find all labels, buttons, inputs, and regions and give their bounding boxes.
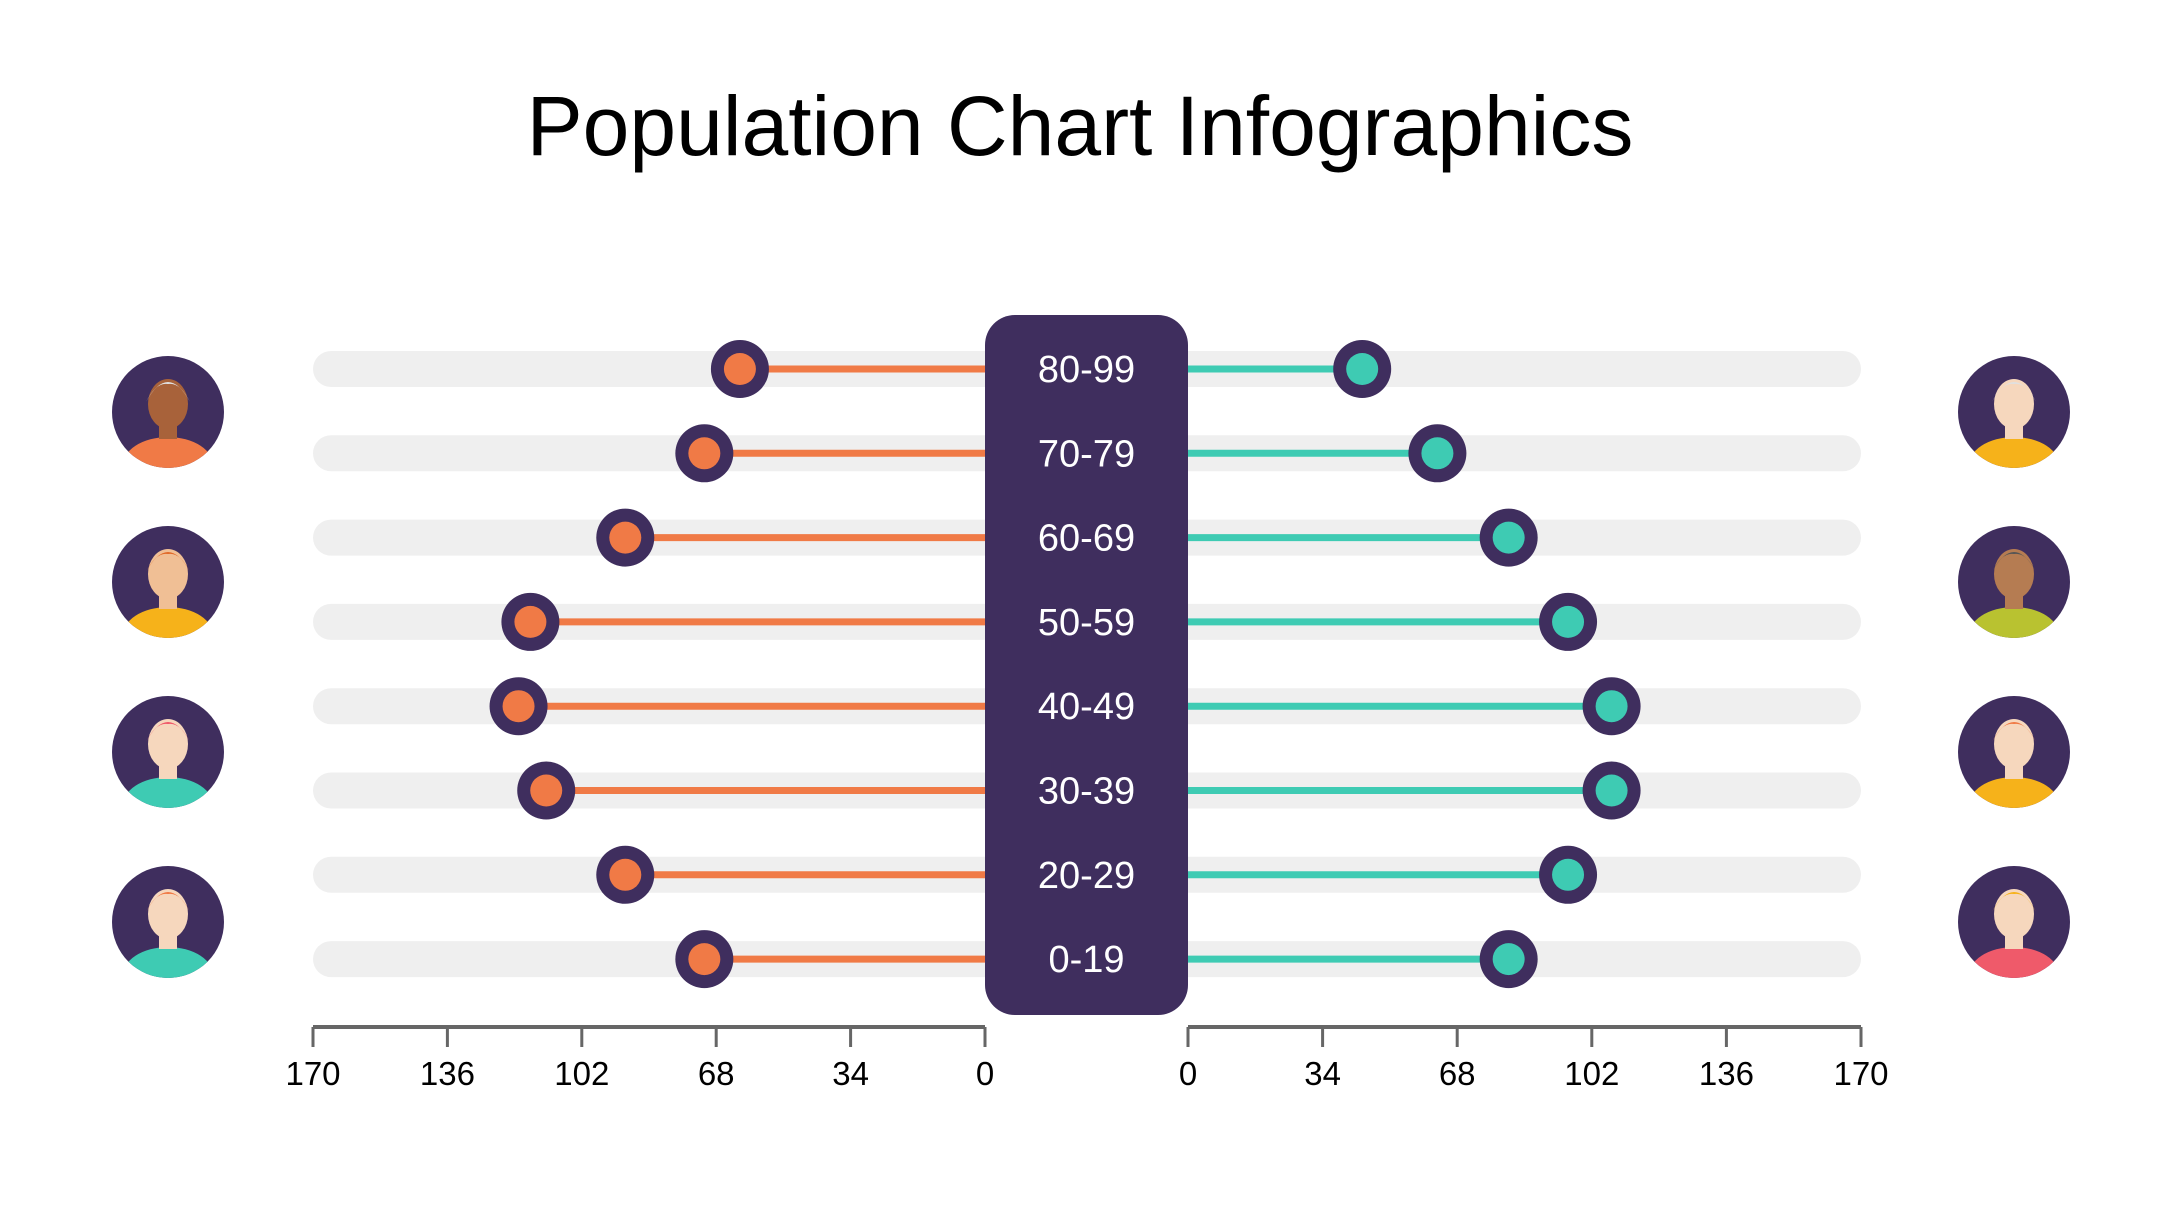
right-tick-label: 136	[1699, 1055, 1754, 1092]
left-tick-label: 170	[285, 1055, 340, 1092]
avatar-body	[1968, 777, 2060, 808]
avatar-hair	[146, 552, 190, 572]
avatar-hair	[146, 892, 190, 912]
category-label: 50-59	[1038, 602, 1135, 644]
avatar-hair	[146, 382, 190, 402]
right-point	[1552, 605, 1585, 638]
young-woman-avatar-icon	[1958, 696, 2070, 808]
category-label-group: 80-99 70-79 60-69 50-59 40-49 30-39 20-29 0-19	[1038, 349, 1135, 981]
boy-avatar-icon	[112, 866, 224, 978]
right-point	[1421, 437, 1454, 470]
left-point	[530, 774, 563, 807]
left-point	[609, 521, 642, 554]
avatar-hair	[1992, 552, 2036, 572]
right-tick-label: 0	[1179, 1055, 1197, 1092]
category-label: 80-99	[1038, 349, 1135, 391]
avatar-body	[1968, 947, 2060, 978]
left-tick-label: 0	[976, 1055, 994, 1092]
category-label: 0-19	[1048, 939, 1124, 981]
right-tick-label: 34	[1304, 1055, 1341, 1092]
right-point	[1492, 521, 1525, 554]
avatar-hair	[1992, 892, 2036, 912]
avatar-face	[148, 549, 188, 599]
avatar-hair	[1992, 722, 2036, 742]
young-man-cap-avatar-icon	[112, 696, 224, 808]
right-point	[1595, 690, 1628, 723]
left-point	[514, 605, 547, 638]
avatar-body	[122, 777, 214, 808]
girl-avatar-icon	[1958, 866, 2070, 978]
avatar-face	[148, 889, 188, 939]
right-tick-label: 170	[1833, 1055, 1888, 1092]
left-point	[688, 943, 721, 976]
left-point	[723, 353, 756, 385]
elderly-man-avatar-icon	[112, 356, 224, 468]
center-label-panel	[985, 315, 1188, 1015]
avatar-body	[122, 607, 214, 638]
avatar-face	[148, 379, 188, 429]
right-tick-label: 102	[1564, 1055, 1619, 1092]
man-avatar-icon	[112, 526, 224, 638]
woman-avatar-icon	[1958, 526, 2070, 638]
axis-group: 170 136 102 68 34 0 0 34 68 102 136 170	[285, 1025, 1889, 1092]
avatar-face	[1994, 889, 2034, 939]
right-point	[1552, 858, 1585, 891]
left-point	[688, 437, 721, 470]
avatar-group	[112, 356, 2070, 978]
category-label: 70-79	[1038, 433, 1135, 475]
avatar-hair	[146, 722, 190, 742]
left-tick-label: 136	[420, 1055, 475, 1092]
left-point	[609, 858, 642, 891]
marker-group	[489, 340, 1641, 989]
left-tick-label: 68	[698, 1055, 735, 1092]
avatar-face	[1994, 719, 2034, 769]
avatar-body	[122, 947, 214, 978]
avatar-body	[1968, 437, 2060, 468]
category-label: 40-49	[1038, 686, 1135, 728]
left-point	[502, 690, 535, 723]
avatar-body	[122, 437, 214, 468]
right-point	[1346, 353, 1379, 385]
avatar-face	[148, 719, 188, 769]
avatar-body	[1968, 607, 2060, 638]
left-tick-label: 102	[554, 1055, 609, 1092]
right-point	[1595, 774, 1628, 807]
avatar-face	[1994, 379, 2034, 429]
left-tick-label: 34	[832, 1055, 869, 1092]
category-label: 30-39	[1038, 771, 1135, 813]
elderly-woman-avatar-icon	[1958, 356, 2070, 468]
category-label: 20-29	[1038, 855, 1135, 897]
chart-title: Population Chart Infographics	[526, 79, 1634, 173]
avatar-face	[1994, 549, 2034, 599]
category-label: 60-69	[1038, 518, 1135, 560]
right-tick-label: 68	[1439, 1055, 1476, 1092]
avatar-hair	[1992, 382, 2036, 402]
bar-group	[518, 365, 1612, 963]
right-point	[1492, 943, 1525, 976]
